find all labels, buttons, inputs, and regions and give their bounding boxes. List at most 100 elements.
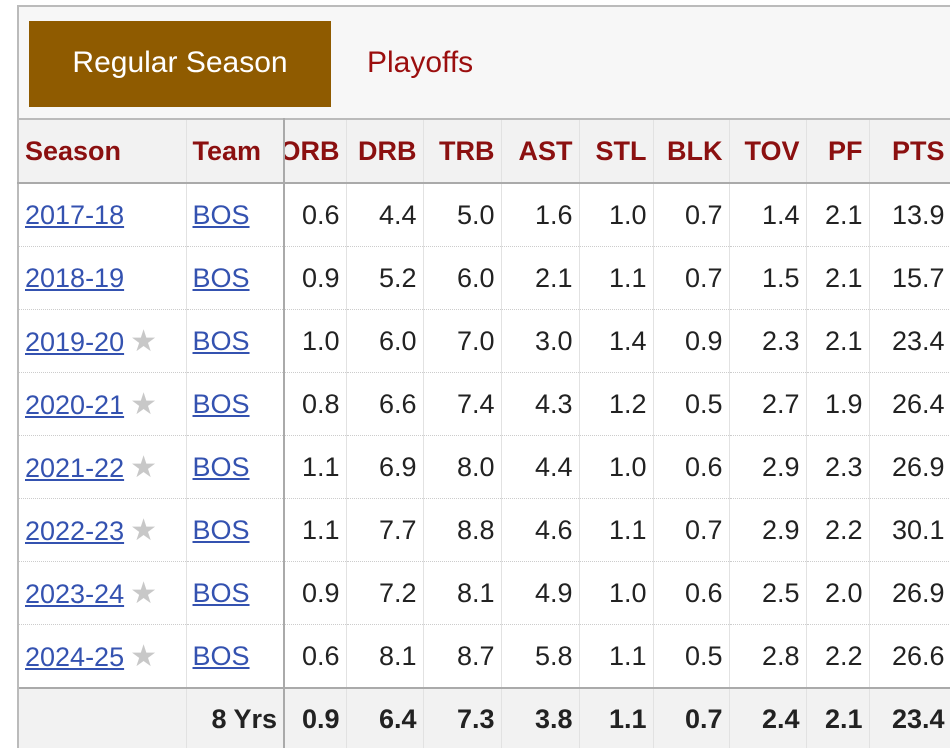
team-cell: BOS bbox=[186, 624, 285, 689]
stat-cell: 8.8 bbox=[423, 498, 502, 562]
stat-cell: 2.5 bbox=[729, 561, 807, 625]
all-star-icon: ★ bbox=[130, 324, 157, 358]
stat-cell: 2.1 bbox=[806, 246, 870, 310]
career-stat: 2.4 bbox=[729, 687, 807, 748]
data-row: 2017-18 BOS 0.6 4.4 5.0 1.6 1.0 0.7 1.4 2.1 13.9 bbox=[17, 183, 950, 247]
all-star-icon: ★ bbox=[130, 450, 157, 484]
stat-cell: 6.9 bbox=[346, 435, 424, 499]
team-link[interactable]: BOS bbox=[192, 262, 250, 293]
stat-cell: 2.3 bbox=[806, 435, 870, 499]
stat-cell: 1.6 bbox=[501, 183, 580, 247]
season-link[interactable]: 2020-21 bbox=[25, 389, 125, 420]
stats-table: Season Team ORB DRB TRB AST STL BLK TOV PF PTS 201… bbox=[17, 118, 950, 748]
stat-cell: 15.7 bbox=[869, 246, 950, 310]
stat-cell: 1.0 bbox=[579, 183, 654, 247]
stat-cell: 0.7 bbox=[653, 183, 730, 247]
season-link[interactable]: 2017-18 bbox=[25, 199, 125, 230]
season-link[interactable]: 2021-22 bbox=[25, 452, 125, 483]
stat-cell: 26.9 bbox=[869, 561, 950, 625]
stat-cell: 2.0 bbox=[806, 561, 870, 625]
tab-regular-season[interactable]: Regular Season bbox=[29, 21, 331, 107]
season-link[interactable]: 2024-25 bbox=[25, 641, 125, 672]
stat-cell: 1.1 bbox=[579, 246, 654, 310]
stat-cell: 8.1 bbox=[423, 561, 502, 625]
team-link[interactable]: BOS bbox=[192, 577, 250, 608]
stat-cell: 0.9 bbox=[284, 561, 347, 625]
stat-cell: 4.4 bbox=[346, 183, 424, 247]
stat-cell: 0.9 bbox=[284, 246, 347, 310]
column-header: DRB bbox=[346, 118, 424, 184]
stat-cell: 8.7 bbox=[423, 624, 502, 689]
column-header: PF bbox=[806, 118, 870, 184]
team-cell: BOS bbox=[186, 309, 285, 373]
stat-cell: 1.2 bbox=[579, 372, 654, 436]
stat-cell: 0.6 bbox=[284, 183, 347, 247]
stat-cell: 26.9 bbox=[869, 435, 950, 499]
team-link[interactable]: BOS bbox=[192, 640, 250, 671]
team-cell: BOS bbox=[186, 246, 285, 310]
footer-row: 8 Yrs 0.9 6.4 7.3 3.8 1.1 0.7 2.4 2.1 23.4 bbox=[17, 687, 950, 748]
career-stat: 3.8 bbox=[501, 687, 580, 748]
tab-playoffs[interactable]: Playoffs bbox=[367, 46, 474, 79]
stat-cell: 0.8 bbox=[284, 372, 347, 436]
stat-cell: 0.5 bbox=[653, 372, 730, 436]
data-row: 2021-22 ★ BOS 1.1 6.9 8.0 4.4 1.0 0.6 2.9 2.3 26.9 bbox=[17, 435, 950, 499]
team-link[interactable]: BOS bbox=[192, 388, 250, 419]
team-link[interactable]: BOS bbox=[192, 514, 250, 545]
team-link[interactable]: BOS bbox=[192, 199, 250, 230]
season-link[interactable]: 2019-20 bbox=[25, 326, 125, 357]
stat-cell: 0.7 bbox=[653, 498, 730, 562]
career-stat: 23.4 bbox=[869, 687, 950, 748]
stat-cell: 0.9 bbox=[653, 309, 730, 373]
stat-cell: 1.5 bbox=[729, 246, 807, 310]
stat-cell: 1.1 bbox=[284, 498, 347, 562]
data-row: 2020-21 ★ BOS 0.8 6.6 7.4 4.3 1.2 0.5 2.7 1.9 26.4 bbox=[17, 372, 950, 436]
season-link[interactable]: 2018-19 bbox=[25, 262, 125, 293]
stat-cell: 2.3 bbox=[729, 309, 807, 373]
team-link[interactable]: BOS bbox=[192, 451, 250, 482]
season-cell: 2019-20 ★ bbox=[17, 309, 187, 373]
stat-cell: 1.1 bbox=[284, 435, 347, 499]
data-row: 2019-20 ★ BOS 1.0 6.0 7.0 3.0 1.4 0.9 2.3 2.1 23.4 bbox=[17, 309, 950, 373]
stat-cell: 30.1 bbox=[869, 498, 950, 562]
stat-cell: 23.4 bbox=[869, 309, 950, 373]
team-cell: BOS bbox=[186, 561, 285, 625]
career-stat: 0.7 bbox=[653, 687, 730, 748]
stat-cell: 2.1 bbox=[806, 309, 870, 373]
stat-cell: 4.9 bbox=[501, 561, 580, 625]
column-header: ORB bbox=[284, 118, 347, 184]
stat-cell: 0.6 bbox=[653, 561, 730, 625]
stat-cell: 1.0 bbox=[579, 561, 654, 625]
all-star-icon: ★ bbox=[130, 387, 157, 421]
stat-cell: 2.1 bbox=[806, 183, 870, 247]
career-label: 8 Yrs bbox=[186, 687, 285, 748]
stat-cell: 0.5 bbox=[653, 624, 730, 689]
stat-cell: 0.6 bbox=[284, 624, 347, 689]
stat-cell: 1.1 bbox=[579, 498, 654, 562]
stat-cell: 4.3 bbox=[501, 372, 580, 436]
season-link[interactable]: 2022-23 bbox=[25, 515, 125, 546]
footer-empty bbox=[17, 687, 187, 748]
data-row: 2024-25 ★ BOS 0.6 8.1 8.7 5.8 1.1 0.5 2.8 2.2 26.6 bbox=[17, 624, 950, 689]
stat-cell: 1.0 bbox=[284, 309, 347, 373]
season-cell: 2024-25 ★ bbox=[17, 624, 187, 689]
stat-cell: 1.0 bbox=[579, 435, 654, 499]
team-cell: BOS bbox=[186, 498, 285, 562]
stat-cell: 4.6 bbox=[501, 498, 580, 562]
stat-cell: 1.4 bbox=[729, 183, 807, 247]
column-header: Season bbox=[17, 118, 187, 184]
all-star-icon: ★ bbox=[130, 639, 157, 673]
stat-cell: 1.9 bbox=[806, 372, 870, 436]
team-link[interactable]: BOS bbox=[192, 325, 250, 356]
season-link[interactable]: 2023-24 bbox=[25, 578, 125, 609]
stat-cell: 4.4 bbox=[501, 435, 580, 499]
stat-cell: 2.1 bbox=[501, 246, 580, 310]
stat-cell: 7.0 bbox=[423, 309, 502, 373]
career-stat: 0.9 bbox=[284, 687, 347, 748]
stat-cell: 2.2 bbox=[806, 498, 870, 562]
career-stat: 6.4 bbox=[346, 687, 424, 748]
stat-cell: 7.4 bbox=[423, 372, 502, 436]
stat-cell: 5.2 bbox=[346, 246, 424, 310]
stat-cell: 7.7 bbox=[346, 498, 424, 562]
stat-cell: 26.6 bbox=[869, 624, 950, 689]
